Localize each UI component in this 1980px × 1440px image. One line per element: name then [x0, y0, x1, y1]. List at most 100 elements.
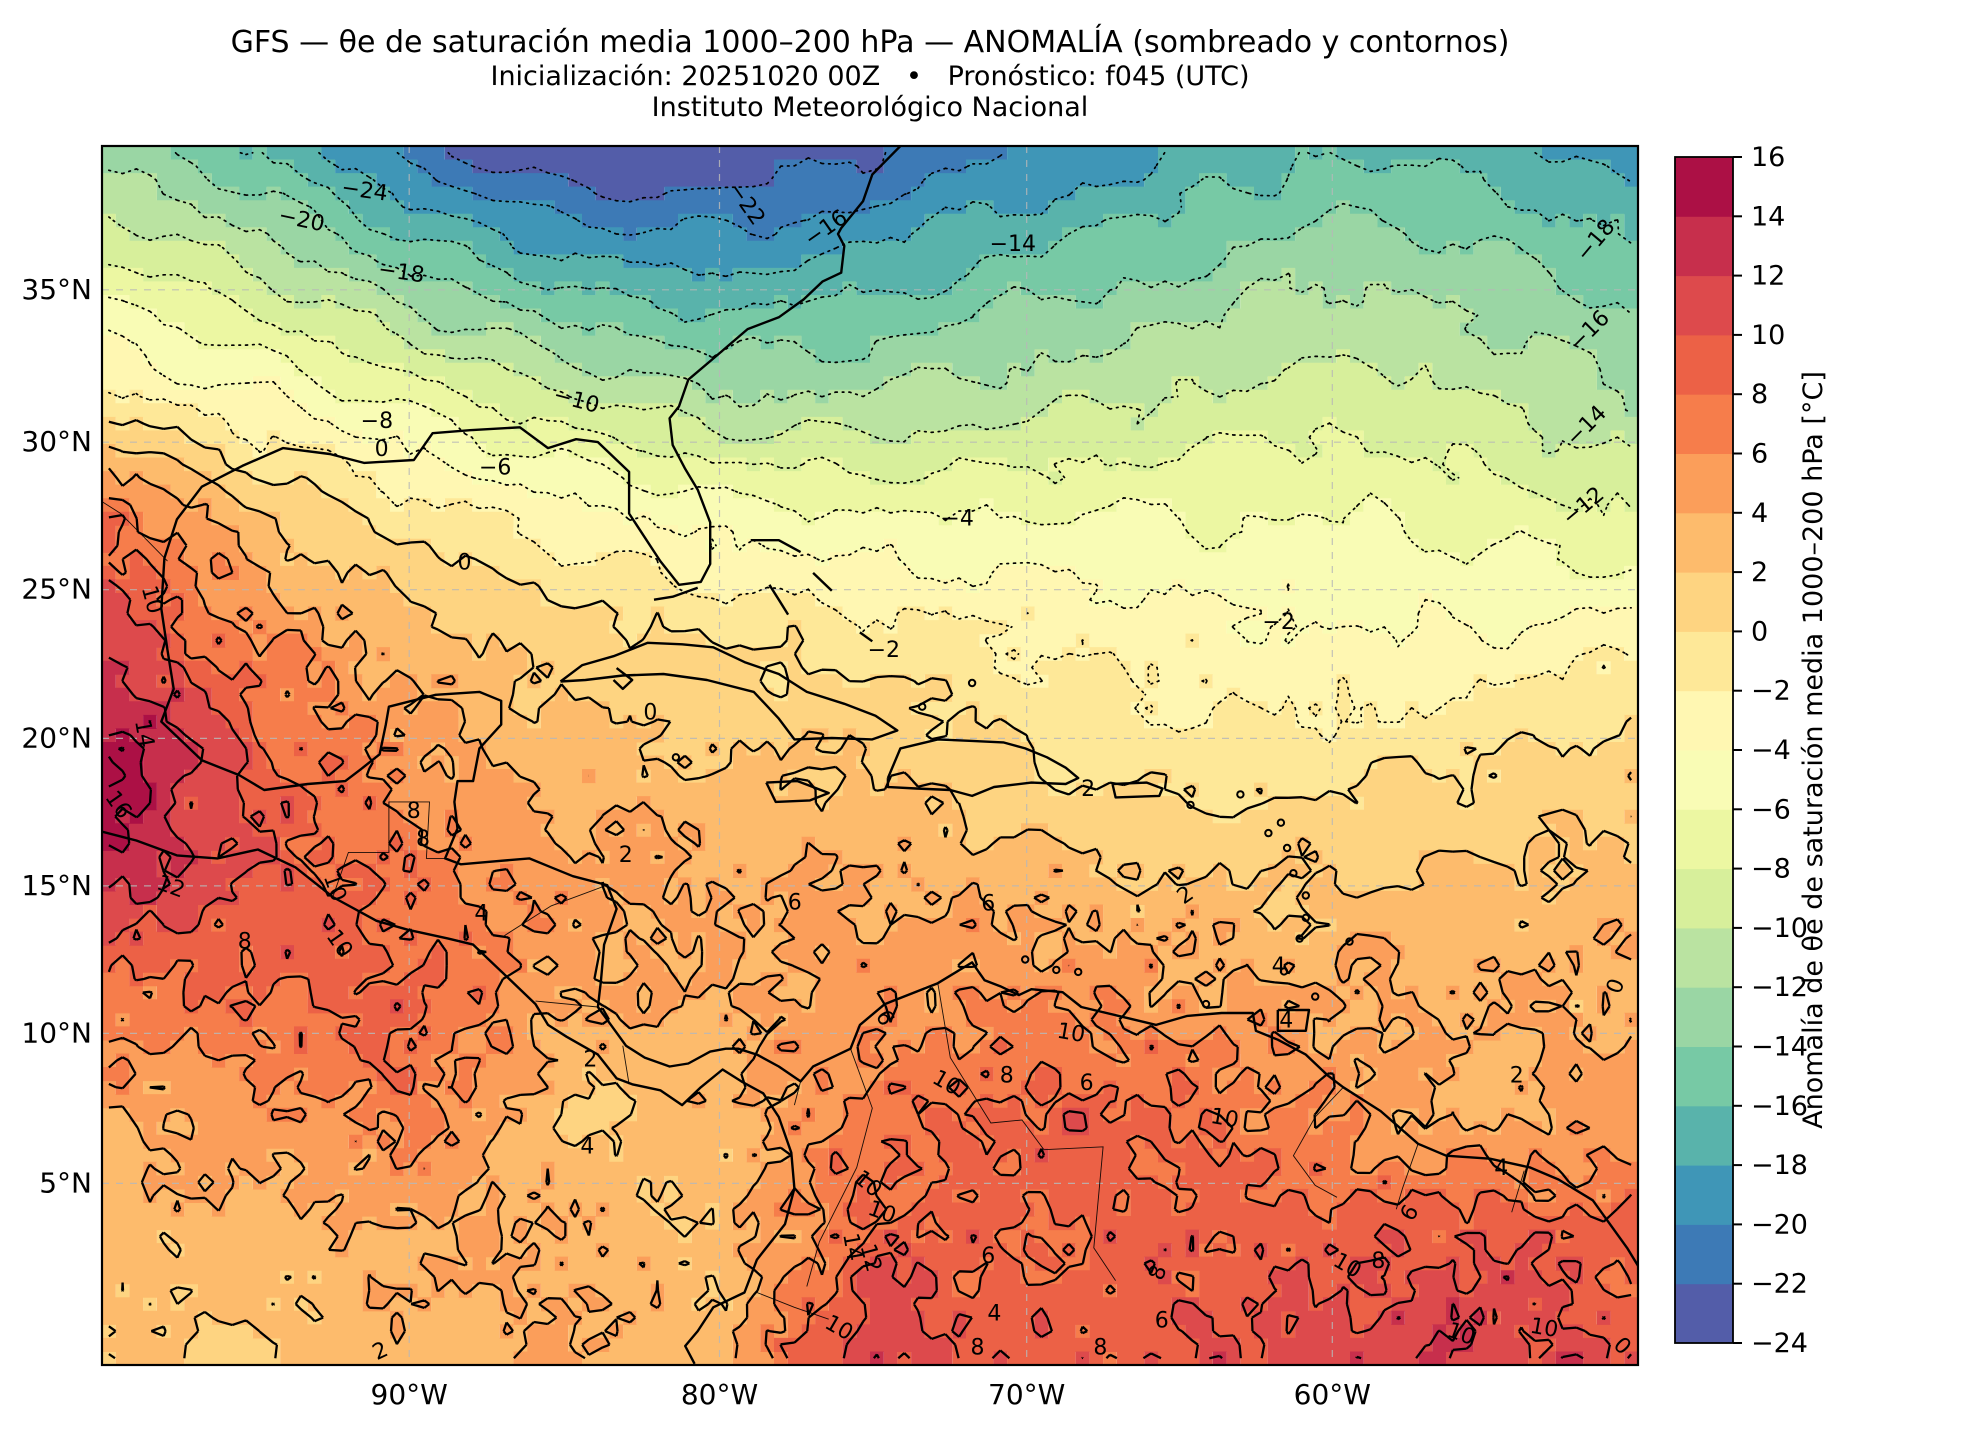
contour-label: −6: [479, 455, 511, 480]
colorbar-segment: [1675, 334, 1733, 395]
island-icon: [1289, 869, 1298, 878]
contour-label: 6: [981, 1244, 995, 1269]
anomaly-fill-band: [321, 146, 1638, 282]
y-tick-label: 20°N: [21, 721, 92, 754]
chart-institution: Instituto Meteorológico Nacional: [652, 92, 1089, 123]
anomaly-fill-band: [102, 267, 1638, 580]
contour-label: 10: [1055, 1019, 1087, 1048]
colorbar-segment: [1675, 1105, 1733, 1166]
colorbar-segment: [1675, 1283, 1733, 1344]
contour-line-negative: [318, 151, 1632, 278]
colorbar: −24−22−20−18−16−14−12−10−8−6−4−202468101…: [1674, 142, 1808, 1359]
colorbar-segment: [1675, 275, 1733, 336]
contour-line-positive: [108, 719, 153, 854]
contour-label: 2: [1510, 1064, 1524, 1089]
anomaly-fill-band: [102, 714, 157, 851]
colorbar-tick-label: 14: [1751, 201, 1785, 232]
contour-label: 0: [458, 550, 472, 575]
contour-line-positive: [108, 497, 1632, 1359]
colorbar-tick-label: −12: [1751, 972, 1808, 1003]
border-line: [622, 1045, 630, 1085]
contour-label: −4: [941, 507, 973, 532]
island-icon: [1301, 913, 1311, 922]
colorbar-tick-label: 0: [1751, 616, 1768, 647]
anomaly-fill-band: [102, 146, 1638, 418]
contour-label: 6: [1155, 1309, 1169, 1334]
contour-line-negative: [108, 216, 1632, 455]
contour-label: 8: [1093, 1335, 1107, 1360]
coastline: [160, 146, 1638, 1267]
colorbar-tick-label: 6: [1751, 439, 1768, 470]
island-icon: [1295, 934, 1304, 943]
colorbar-segment: [1675, 927, 1733, 988]
colorbar-tick-label: −8: [1751, 854, 1791, 885]
colorbar-tick-label: −24: [1751, 1328, 1808, 1359]
anomaly-fill-band: [403, 146, 1008, 242]
island-icon: [1264, 828, 1273, 838]
colorbar-segment: [1675, 157, 1733, 217]
contour-line-negative: [108, 329, 1632, 650]
x-tick-label: 80°W: [681, 1378, 758, 1411]
coastline: [812, 572, 833, 592]
contour-line-negative: [396, 151, 1005, 240]
colorbar-segment: [1675, 1224, 1733, 1285]
contour-label: 2: [583, 1048, 597, 1073]
colorbar-segment: [1675, 987, 1733, 1047]
border-line: [102, 501, 168, 562]
colorbar-tick-label: −2: [1751, 676, 1791, 707]
contour-line-positive: [108, 419, 1632, 819]
coastline: [559, 641, 899, 741]
anomaly-fill-band: [102, 471, 1638, 1365]
contour-label: 4: [1494, 1156, 1508, 1181]
island-icon: [1282, 843, 1292, 853]
contour-line-negative: [239, 151, 1632, 323]
anomaly-fill-band: [102, 389, 1638, 824]
coastline: [102, 830, 796, 1365]
y-tick-label: 10°N: [21, 1016, 92, 1049]
contour-line-positive: [108, 445, 1633, 1360]
colorbar-tick-label: −20: [1751, 1209, 1808, 1240]
island-icon: [1276, 818, 1286, 827]
anomaly-fill-band: [102, 579, 1638, 1365]
contour-label: 8: [1000, 1064, 1014, 1089]
contour-line-positive: [108, 467, 1633, 1360]
contour-line-positive: [107, 746, 127, 788]
axis-labels: 90°W 80°W 70°W 60°W35°N30°N25°N20°N15°N10°N…: [21, 273, 1371, 1411]
island-icon: [967, 678, 977, 688]
colorbar-tick-label: 16: [1751, 142, 1785, 173]
border-line: [504, 884, 608, 937]
contour-line-negative: [108, 296, 1632, 578]
border-line: [535, 1000, 598, 1008]
contour-line-positive: [108, 579, 1632, 1360]
colorbar-segment: [1675, 690, 1733, 751]
contour-label: 4: [1279, 1009, 1293, 1034]
coastline: [653, 586, 699, 601]
colorbar-segment: [1675, 809, 1733, 870]
coastline: [1111, 781, 1164, 799]
contour-label: 4: [580, 1134, 594, 1159]
colorbar-tick-label: −18: [1751, 1150, 1808, 1181]
contour-line-positive: [107, 513, 1633, 1360]
colorbar-axis-label: Anomalía de θe de saturación media 1000–…: [1798, 371, 1829, 1129]
colorbar-segment: [1675, 1165, 1733, 1225]
colorbar-segment: [1675, 631, 1733, 692]
island-icon: [1186, 800, 1195, 810]
contour-line-negative: [108, 263, 1632, 517]
colorbar-tick-label: 2: [1751, 557, 1768, 588]
border-line: [1292, 1086, 1344, 1198]
x-tick-label: 60°W: [1294, 1378, 1371, 1411]
coastline: [886, 738, 1080, 798]
island-icon: [1279, 967, 1289, 976]
contour-label: 6: [788, 891, 802, 916]
contour-line-negative: [108, 168, 1632, 414]
island-icon: [1236, 790, 1245, 799]
y-tick-label: 30°N: [21, 425, 92, 458]
coastline: [859, 631, 873, 643]
border-line: [806, 1048, 873, 1287]
contour-label: 8: [238, 930, 252, 955]
contour-label: 8: [407, 799, 421, 824]
colorbar-segment: [1675, 453, 1733, 514]
colorbar-tick-label: −6: [1751, 794, 1791, 825]
